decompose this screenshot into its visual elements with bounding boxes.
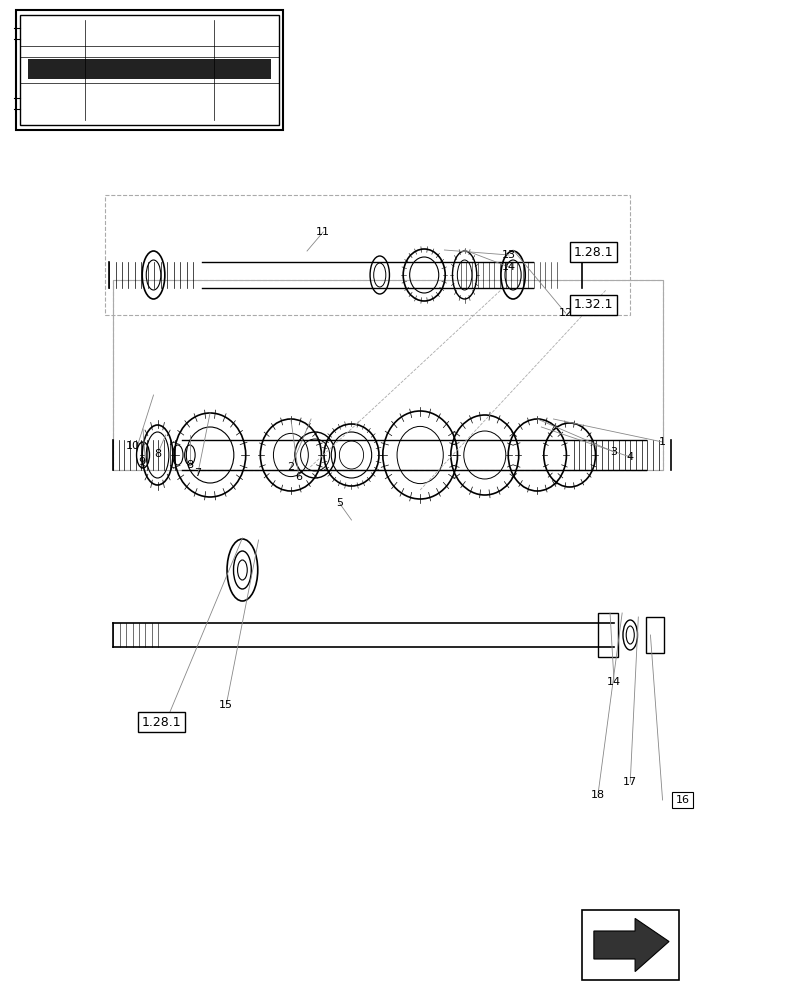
Text: 12: 12 [558,308,573,318]
Text: 11: 11 [316,227,330,237]
Bar [646,617,664,653]
Text: 8: 8 [154,449,161,459]
Bar [16,10,283,130]
Text: 2: 2 [288,462,294,472]
Bar [582,910,679,980]
Text: 17: 17 [623,777,638,787]
Text: 10: 10 [126,441,141,451]
Text: 14: 14 [607,677,621,687]
Bar [28,59,271,79]
Bar [113,280,663,470]
Text: 9: 9 [138,457,145,467]
Text: 18: 18 [591,790,605,800]
Bar [105,195,630,315]
Text: 13: 13 [502,250,516,260]
Bar [20,15,279,125]
Text: 6: 6 [296,472,302,482]
Text: 1.28.1: 1.28.1 [141,716,182,728]
Bar [598,613,618,657]
Polygon shape [594,918,669,972]
Text: 14: 14 [502,262,516,272]
Text: 3: 3 [611,447,617,457]
Text: 1.28.1: 1.28.1 [574,245,614,258]
Text: 1: 1 [659,437,666,447]
Text: 15: 15 [219,700,234,710]
Text: 7: 7 [195,468,201,478]
Text: 8: 8 [187,460,193,470]
Text: 16: 16 [675,795,690,805]
Text: 1.32.1: 1.32.1 [574,298,613,312]
Bar [113,280,663,470]
Text: 4: 4 [627,452,633,462]
Text: 5: 5 [336,498,343,508]
